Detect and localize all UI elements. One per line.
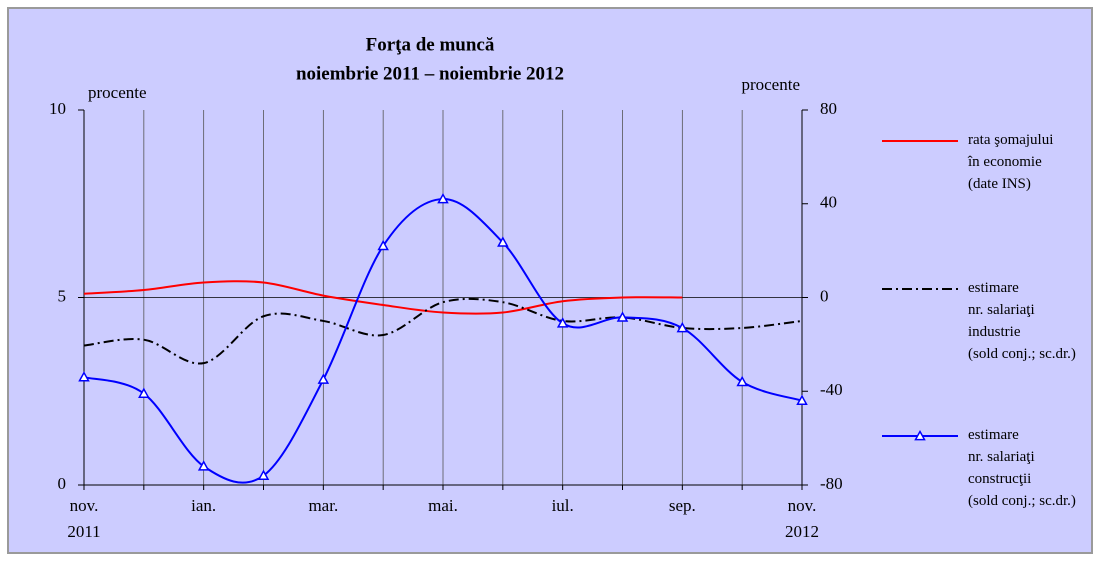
y2-tick-label: -40 [820,380,843,399]
legend-label: estimare nr. salariaţi construcţii (sold co… [968,427,1076,509]
data-point [317,373,330,384]
y2-tick-label: -80 [820,474,843,493]
x-tick-label: ian. [191,496,216,515]
data-point [556,317,569,328]
legend-marker [914,429,926,441]
series-line [83,297,803,365]
data-point [796,394,808,405]
chart-background [7,7,1093,554]
data-point [377,239,389,251]
data-point [197,460,210,471]
data-point [616,311,629,322]
data-point [138,387,150,398]
legend-label: rata şomajului în economie (date INS) [967,132,1053,192]
chart-title: Forţa de muncă [366,34,495,55]
y-tick-label: 0 [58,474,67,493]
x-tick-label: mar. [308,496,338,515]
x-tick-label: nov. 2011 [67,496,100,541]
x-tick-label: iul. [552,496,574,515]
y-tick-label: 10 [49,99,66,118]
data-point [437,193,449,204]
x-tick-label: nov. 2012 [785,496,819,541]
series-line [83,280,683,315]
data-point [78,371,90,382]
data-point [676,321,689,333]
x-tick-label: sep. [669,496,696,515]
y2-axis-label: procente [741,75,800,94]
y-tick-label: 5 [58,286,67,305]
data-point [736,375,748,387]
data-point [497,236,509,247]
y2-tick-label: 0 [820,286,829,305]
y2-tick-label: 40 [820,193,837,212]
y-axis-label: procente [88,83,147,102]
data-point [257,469,270,480]
y2-tick-label: 80 [820,99,837,118]
legend-label: estimare nr. salariaţi industrie (sold conj… [968,280,1076,362]
x-tick-label: mai. [428,496,458,515]
chart-subtitle: noiembrie 2011 – noiembrie 2012 [296,63,564,84]
